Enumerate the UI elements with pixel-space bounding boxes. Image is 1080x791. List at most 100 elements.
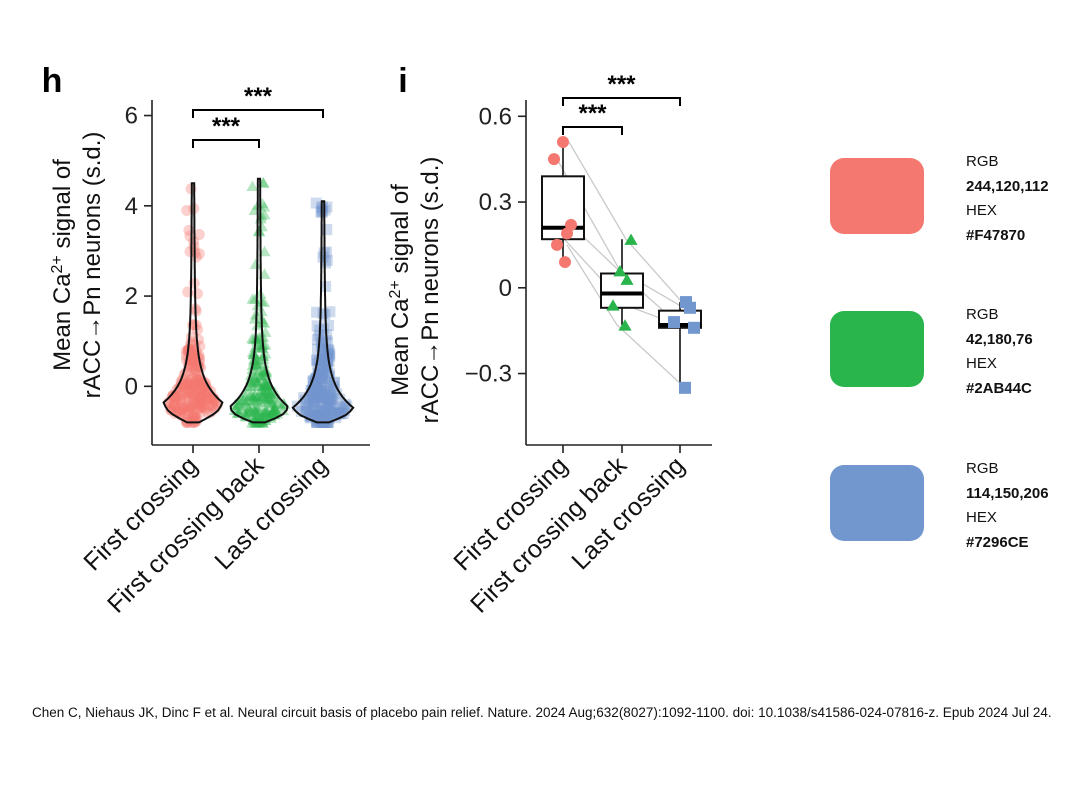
data-point — [247, 402, 260, 413]
data-point — [258, 377, 271, 388]
data-point — [169, 407, 181, 419]
data-point — [260, 379, 273, 390]
data-point — [317, 369, 329, 381]
data-point — [182, 400, 194, 412]
data-point — [334, 407, 346, 419]
data-point — [175, 378, 187, 390]
data-point — [195, 376, 207, 388]
data-point — [311, 306, 323, 318]
data-point — [186, 388, 198, 400]
data-point — [314, 414, 326, 426]
data-point — [255, 220, 268, 232]
data-point — [323, 344, 335, 356]
data-point — [318, 357, 330, 369]
data-point — [190, 364, 202, 376]
panel-letter-i: i — [398, 62, 407, 100]
data-point — [202, 394, 214, 406]
rgb-value: 114,150,206 — [966, 484, 1049, 502]
data-point — [313, 385, 325, 397]
data-point — [307, 398, 319, 410]
data-point — [317, 381, 329, 393]
significance-bracket — [192, 109, 324, 118]
data-point — [314, 405, 326, 417]
ylabel-superscript: 2+ — [49, 255, 66, 273]
data-point — [321, 224, 333, 236]
data-point — [316, 367, 328, 379]
data-point — [229, 398, 242, 410]
data-point — [204, 392, 216, 404]
data-point — [177, 403, 189, 415]
data-point — [251, 358, 264, 369]
data-point — [232, 407, 245, 419]
data-point — [171, 391, 183, 403]
data-point — [316, 345, 328, 357]
data-point — [187, 398, 199, 410]
data-point — [191, 415, 203, 427]
data-point — [322, 412, 334, 424]
data-point — [194, 391, 206, 403]
data-point — [268, 401, 281, 413]
data-point — [248, 313, 261, 324]
data-point — [169, 398, 181, 410]
data-point — [620, 273, 634, 285]
data-point — [190, 251, 202, 263]
data-point — [256, 380, 269, 392]
data-point — [255, 372, 268, 383]
violin-outline — [162, 182, 224, 424]
data-point — [326, 392, 338, 404]
data-point — [324, 399, 336, 411]
data-point — [186, 379, 198, 391]
data-point — [241, 407, 254, 419]
data-point — [317, 338, 329, 350]
data-point — [187, 372, 199, 384]
data-point — [313, 409, 325, 421]
data-point — [240, 400, 253, 411]
significance-bracket — [562, 97, 681, 106]
data-point — [257, 370, 270, 381]
data-point — [239, 390, 252, 401]
data-point — [557, 136, 569, 149]
data-point — [305, 384, 317, 396]
data-point — [317, 411, 329, 423]
data-point — [259, 411, 272, 423]
data-point — [199, 403, 211, 415]
paired-line — [568, 141, 683, 303]
data-point — [253, 364, 266, 376]
data-point — [249, 258, 262, 269]
data-point — [266, 393, 279, 405]
data-point — [319, 353, 331, 365]
data-point — [339, 398, 351, 410]
data-point — [318, 360, 330, 372]
data-point — [319, 350, 331, 362]
data-point — [320, 389, 332, 401]
data-point — [314, 354, 326, 366]
data-point — [324, 407, 336, 419]
data-point — [311, 415, 323, 427]
data-point — [248, 406, 261, 417]
data-point — [311, 381, 323, 393]
data-point — [183, 379, 195, 391]
data-point — [203, 400, 215, 412]
data-point — [189, 364, 201, 376]
data-point — [258, 379, 271, 391]
data-point — [245, 390, 258, 401]
data-point — [255, 384, 268, 395]
data-point — [324, 391, 336, 403]
data-point — [301, 406, 313, 418]
data-point — [313, 369, 325, 381]
data-point — [265, 397, 278, 409]
data-point — [317, 354, 329, 366]
data-point — [198, 398, 210, 410]
hex-value: #7296CE — [966, 533, 1029, 551]
data-point — [315, 404, 327, 416]
data-point — [183, 377, 195, 389]
data-point — [170, 392, 182, 404]
data-point — [193, 376, 205, 388]
data-point — [262, 409, 275, 421]
rgb-label: RGB — [966, 153, 999, 170]
data-point — [245, 380, 258, 392]
data-point — [308, 391, 320, 403]
data-point — [307, 390, 319, 402]
data-point — [251, 377, 264, 388]
